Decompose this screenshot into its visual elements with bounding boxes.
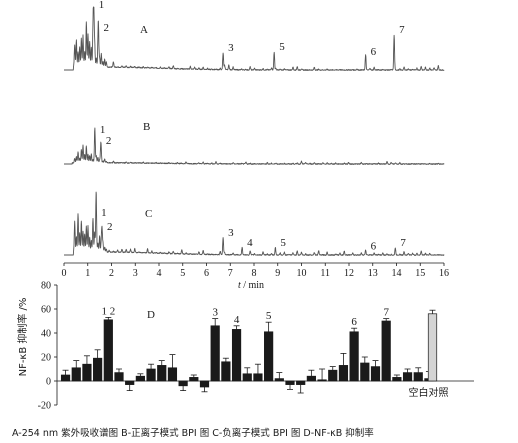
bar bbox=[231, 329, 242, 382]
bar bbox=[82, 363, 92, 382]
y-tick-label: 0 bbox=[46, 377, 51, 388]
bar bbox=[264, 331, 274, 382]
peak-label: 1 bbox=[101, 207, 107, 219]
bar bbox=[306, 375, 316, 382]
bar bbox=[274, 378, 284, 382]
peak-label: 6 bbox=[371, 240, 377, 252]
bar bbox=[210, 325, 220, 382]
bar bbox=[157, 365, 167, 382]
panel-label: A bbox=[140, 24, 148, 36]
chromatogram-a: 1 2 3 5 6 7 A bbox=[63, 0, 445, 71]
bar bbox=[135, 375, 145, 382]
bar bbox=[360, 362, 370, 382]
bar bbox=[370, 366, 381, 382]
bar-label: 1 2 bbox=[101, 305, 115, 317]
x-tick-label: 1 bbox=[85, 268, 90, 279]
chromatogram-trace bbox=[63, 127, 445, 165]
y-tick-label: 40 bbox=[41, 329, 51, 340]
bar bbox=[285, 380, 295, 385]
x-tick-label: 6 bbox=[204, 268, 209, 279]
peak-label: 3 bbox=[228, 42, 234, 54]
bar bbox=[146, 368, 156, 382]
peak-label: 5 bbox=[279, 41, 285, 53]
bar bbox=[60, 374, 71, 382]
x-tick-label: 4 bbox=[157, 268, 162, 279]
y-tick-label: 20 bbox=[41, 353, 51, 364]
bar bbox=[199, 380, 210, 388]
peak-label: 2 bbox=[106, 135, 112, 147]
peak-label: 2 bbox=[107, 221, 113, 233]
chromatogram-c: 12 34 5 6 7C0 1 2 3 4 5 6 7 8 9 10 11 12 13 14 15 16t / min bbox=[62, 191, 449, 291]
bar bbox=[242, 373, 252, 382]
x-tick-label: 14 bbox=[392, 268, 402, 279]
y-tick-label: 60 bbox=[41, 305, 51, 316]
bar-chart-d: -20 0 20 40 60 80 NF-κB 抑制率 /% D 1 2 3 4 5 6 7 空白对照 bbox=[16, 281, 474, 412]
peak-label: 3 bbox=[228, 227, 234, 239]
x-tick-label: 2 bbox=[109, 268, 114, 279]
bar bbox=[71, 367, 81, 382]
control-label: 空白对照 bbox=[409, 386, 449, 399]
chromatogram-b: 12 B bbox=[63, 121, 445, 165]
bar bbox=[93, 357, 103, 382]
bar bbox=[392, 377, 402, 382]
y-tick-label: 80 bbox=[41, 281, 51, 292]
x-tick-label: 12 bbox=[344, 268, 354, 279]
bar bbox=[328, 369, 338, 382]
bar bbox=[338, 365, 349, 382]
x-tick-label: 8 bbox=[252, 268, 257, 279]
x-tick-label: 5 bbox=[180, 268, 185, 279]
x-tick-label: 11 bbox=[320, 268, 330, 279]
x-tick-label: 10 bbox=[297, 268, 307, 279]
x-axis-title: t / min bbox=[238, 280, 264, 291]
bar bbox=[114, 372, 124, 382]
bar bbox=[189, 377, 199, 382]
panel-label: D bbox=[147, 309, 155, 321]
y-axis-title: NF-κB 抑制率 /% bbox=[16, 298, 29, 377]
peak-label: 1 bbox=[99, 0, 105, 11]
peak-label: 6 bbox=[371, 46, 377, 58]
x-tick-label: 16 bbox=[439, 268, 449, 279]
bar bbox=[125, 380, 135, 385]
peak-label: 7 bbox=[400, 237, 406, 249]
figure-caption: A-254 nm 紫外吸收谱图 B-正离子模式 BPI 图 C-负离子模式 BP… bbox=[12, 428, 374, 439]
bar bbox=[221, 361, 231, 382]
bar bbox=[381, 320, 391, 382]
bar bbox=[413, 372, 423, 382]
bar bbox=[402, 372, 413, 382]
bar bbox=[317, 379, 327, 382]
chromatogram-trace bbox=[63, 6, 445, 71]
peak-label: 1 bbox=[100, 124, 106, 136]
panel-label: C bbox=[145, 208, 152, 220]
x-tick-label: 13 bbox=[368, 268, 378, 279]
x-tick-label: 7 bbox=[228, 268, 233, 279]
bar bbox=[253, 373, 263, 382]
peak-label: 4 bbox=[247, 237, 253, 249]
bar bbox=[103, 319, 113, 382]
bar-label: 5 bbox=[266, 310, 272, 322]
bar-label: 7 bbox=[383, 307, 389, 319]
chromatogram-trace bbox=[63, 191, 445, 256]
bar-label: 3 bbox=[212, 307, 218, 319]
bar-label: 6 bbox=[351, 316, 357, 328]
bar bbox=[167, 367, 178, 382]
panel-label: B bbox=[143, 121, 150, 133]
peak-label: 5 bbox=[280, 237, 286, 249]
bar bbox=[349, 331, 359, 382]
x-tick-label: 0 bbox=[62, 268, 67, 279]
bar-label: 4 bbox=[234, 314, 240, 326]
x-tick-label: 15 bbox=[415, 268, 425, 279]
x-tick-label: 9 bbox=[275, 268, 280, 279]
x-tick-label: 3 bbox=[133, 268, 138, 279]
bar bbox=[178, 380, 188, 387]
peak-label: 2 bbox=[103, 22, 109, 34]
peak-label: 7 bbox=[399, 24, 405, 36]
bar bbox=[427, 313, 438, 382]
y-tick-label: -20 bbox=[38, 401, 51, 412]
bar bbox=[296, 380, 306, 385]
